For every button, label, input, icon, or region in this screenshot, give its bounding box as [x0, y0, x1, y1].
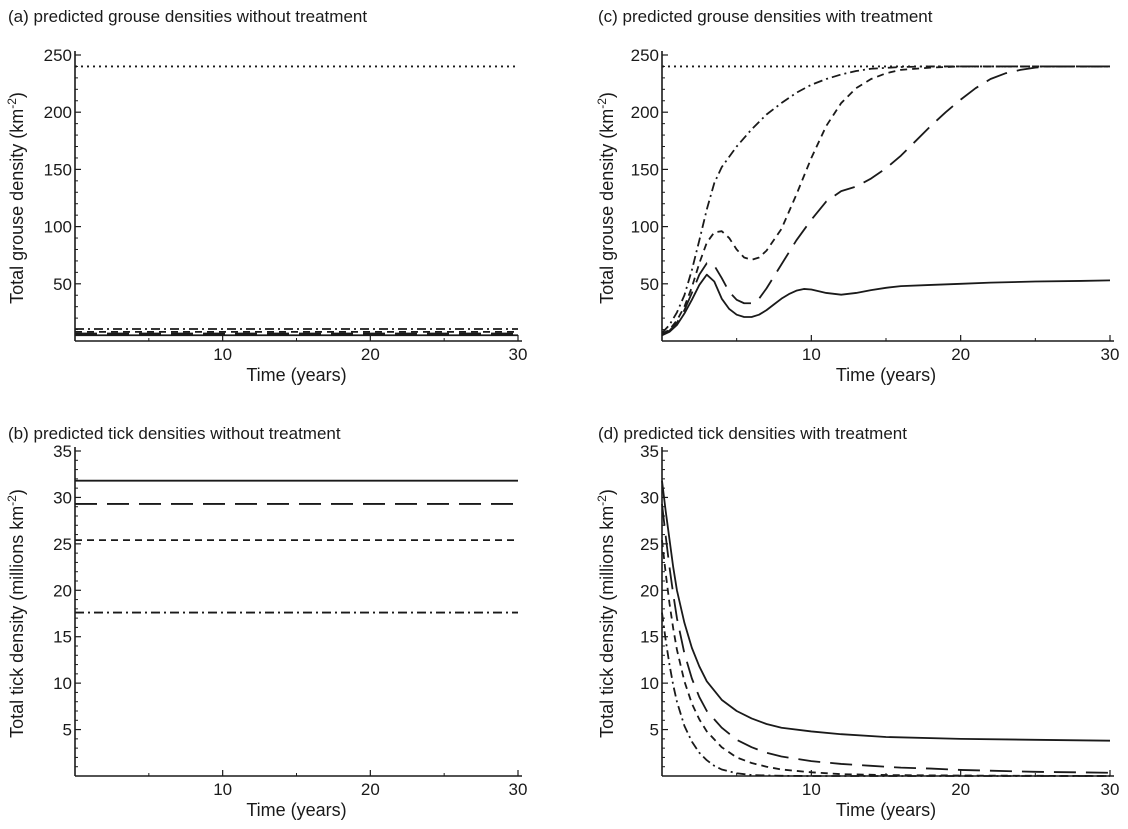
x-tick-label: 20	[361, 345, 380, 364]
y-tick-label: 100	[44, 218, 72, 237]
x-axis-label: Time (years)	[836, 365, 936, 385]
series-line-dashed	[661, 540, 1111, 777]
y-tick-label: 5	[650, 721, 659, 740]
chart-panel-b: 10 20 30 5 10 15 20 25 30 35 Time (years) Total tic…	[5, 442, 528, 820]
x-tick-label: 20	[951, 780, 970, 799]
y-tick-label: 5	[63, 721, 72, 740]
series-line-solid	[661, 480, 1111, 742]
series-line-longdash	[661, 503, 1111, 774]
y-tick-label: 20	[640, 581, 659, 600]
x-tick-label: 20	[361, 780, 380, 799]
y-tick-label: 50	[640, 275, 659, 294]
y-tick-label: 20	[53, 581, 72, 600]
x-tick-label: 30	[509, 780, 528, 799]
panel-c-title: (c) predicted grouse densities with trea…	[598, 7, 933, 26]
y-tick-label: 10	[53, 674, 72, 693]
x-tick-label: 30	[1101, 780, 1120, 799]
y-axis-label: Total tick density (millions km-2)	[595, 489, 617, 738]
panel-a-title: (a) predicted grouse densities without t…	[8, 7, 368, 26]
x-axis-label: Time (years)	[246, 365, 346, 385]
y-tick-label: 10	[640, 674, 659, 693]
y-axis-label: Total tick density (millions km-2)	[5, 489, 27, 738]
chart-panel-c: 10 20 30 50 100 150 200 250 Time (years) Total gr…	[595, 46, 1119, 385]
y-axis-label: Total grouse density (km-2)	[595, 92, 617, 304]
x-tick-label: 10	[213, 345, 232, 364]
y-tick-label: 250	[44, 46, 72, 65]
y-tick-label: 150	[631, 160, 659, 179]
y-tick-label: 50	[53, 275, 72, 294]
series-line-dashed	[661, 65, 1110, 335]
x-tick-label: 30	[509, 345, 528, 364]
y-tick-label: 30	[640, 488, 659, 507]
panel-b-title: (b) predicted tick densities without tre…	[8, 424, 341, 443]
y-tick-label: 30	[53, 488, 72, 507]
chart-panel-a: 10 20 30 50 100 150 200 250 Time (years) Total gr…	[5, 46, 527, 385]
chart-panel-d: 10 20 30 5 10 15 20 25 30 35 Time (years) Total tic…	[595, 442, 1120, 820]
y-axis-label: Total grouse density (km-2)	[5, 92, 27, 304]
y-tick-label: 250	[631, 46, 659, 65]
y-tick-label: 35	[640, 442, 659, 461]
x-tick-label: 10	[213, 780, 232, 799]
series-line-solid	[661, 273, 1111, 337]
y-tick-label: 25	[640, 535, 659, 554]
y-tick-label: 15	[53, 628, 72, 647]
y-tick-label: 100	[631, 218, 659, 237]
x-tick-label: 30	[1101, 345, 1120, 364]
x-tick-label: 10	[802, 345, 821, 364]
y-tick-label: 150	[44, 160, 72, 179]
y-tick-label: 35	[53, 442, 72, 461]
panel-d-title: (d) predicted tick densities with treatm…	[598, 424, 907, 443]
y-tick-label: 15	[640, 628, 659, 647]
y-tick-label: 200	[631, 103, 659, 122]
x-tick-label: 10	[802, 780, 821, 799]
y-tick-label: 200	[44, 103, 72, 122]
x-axis-label: Time (years)	[836, 800, 936, 820]
series-line-dashdot	[661, 65, 1110, 334]
y-tick-label: 25	[53, 535, 72, 554]
series-line-longdash	[661, 65, 1110, 335]
x-tick-label: 20	[951, 345, 970, 364]
x-axis-label: Time (years)	[246, 800, 346, 820]
